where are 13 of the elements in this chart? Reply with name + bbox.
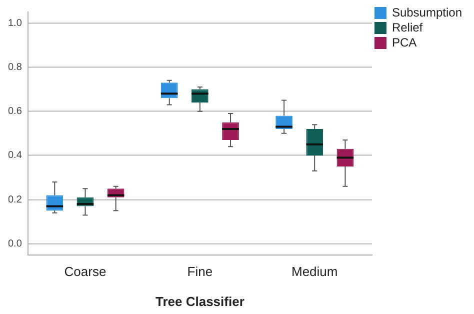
y-tick-label: 0.2 xyxy=(8,194,22,206)
legend-label: PCA xyxy=(392,35,417,50)
x-tick-label: Coarse xyxy=(64,264,106,280)
y-tick-label: 0.4 xyxy=(8,150,22,162)
x-tick-label: Medium xyxy=(291,264,338,280)
legend-label: Subsumption xyxy=(392,5,462,20)
y-tick-label: 0.8 xyxy=(8,62,22,73)
y-tick-label: 0.0 xyxy=(8,238,22,250)
legend-label: Relief xyxy=(392,20,424,34)
y-tick-label: 1.0 xyxy=(8,18,22,29)
x-axis-title: Tree Classifier xyxy=(155,294,244,309)
x-tick-label: Fine xyxy=(187,264,213,280)
y-tick-label: 0.6 xyxy=(8,106,22,118)
